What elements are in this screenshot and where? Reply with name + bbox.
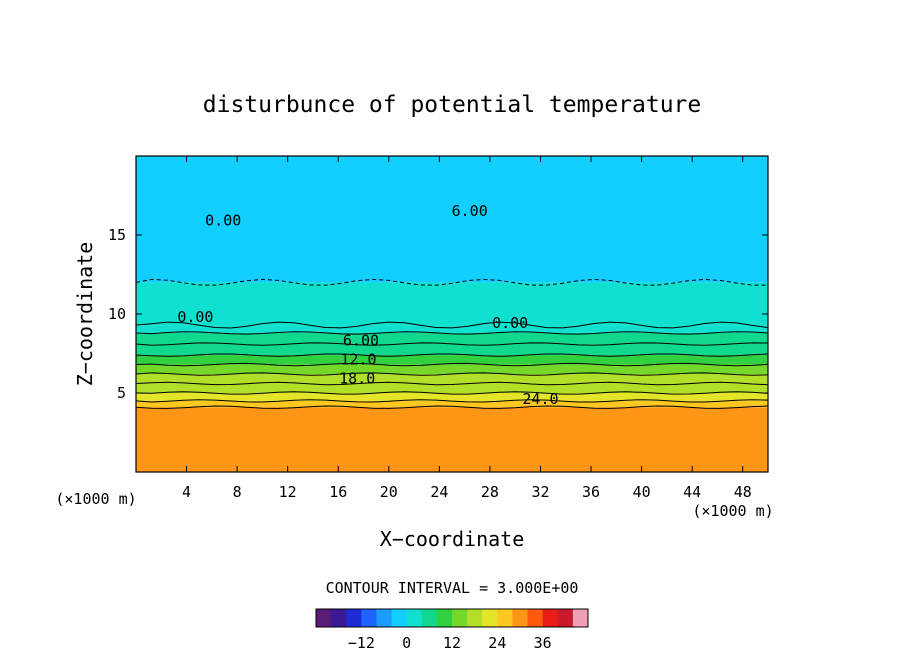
contour-label-4: 6.00 bbox=[343, 332, 379, 350]
colorbar-swatch-4 bbox=[376, 609, 393, 627]
layer-1 bbox=[136, 400, 768, 408]
x-tick-label-0: 4 bbox=[182, 483, 191, 501]
colorbar-swatch-5 bbox=[391, 609, 408, 627]
colorbar-swatch-12 bbox=[497, 609, 513, 627]
colorbar-swatch-10 bbox=[467, 609, 483, 627]
y-tick-label-2: 15 bbox=[108, 226, 126, 244]
contour-label-0: 0.00 bbox=[205, 212, 241, 230]
x-tick-label-3: 16 bbox=[329, 483, 347, 501]
colorbar bbox=[315, 608, 589, 628]
x-axis: 4 8 12 16 20 24 28 32 36 40 44 48 bbox=[182, 156, 752, 501]
contour-line-8 bbox=[136, 331, 768, 335]
colorbar-frame bbox=[315, 608, 589, 628]
colorbar-tick-label-2: 12 bbox=[443, 634, 461, 652]
contour-line-10 bbox=[136, 278, 768, 286]
x-tick-label-2: 12 bbox=[279, 483, 297, 501]
x-tick-label-9: 40 bbox=[633, 483, 651, 501]
x-axis-label: X−coordinate bbox=[380, 527, 525, 551]
colorbar-tick-label-1: 0 bbox=[402, 634, 411, 652]
x-tick-label-8: 36 bbox=[582, 483, 600, 501]
layer-7 bbox=[136, 344, 768, 356]
contour-label-3: 0.00 bbox=[492, 314, 528, 332]
x-unit-right: (×1000 m) bbox=[692, 502, 773, 520]
colorbar-swatch-14 bbox=[527, 609, 544, 627]
x-tick-label-10: 44 bbox=[683, 483, 701, 501]
layer-3 bbox=[136, 383, 768, 393]
layer-11 bbox=[136, 156, 768, 283]
contour-lines bbox=[136, 278, 768, 409]
plot-area bbox=[136, 156, 768, 472]
x-unit-left: (×1000 m) bbox=[55, 490, 136, 508]
layer-0 bbox=[136, 407, 768, 472]
colorbar-swatch-3 bbox=[361, 609, 377, 627]
x-tick-label-11: 48 bbox=[734, 483, 752, 501]
layer-2 bbox=[136, 393, 768, 401]
contour-line-5 bbox=[136, 362, 768, 367]
contour-line-9 bbox=[136, 321, 768, 329]
layer-6 bbox=[136, 355, 768, 365]
contour-line-7 bbox=[136, 342, 768, 346]
colorbar-swatch-0 bbox=[316, 609, 332, 627]
colorbar-tick-label-4: 36 bbox=[534, 634, 552, 652]
contour-label-5: 12.0 bbox=[340, 351, 376, 369]
layer-10 bbox=[136, 282, 768, 326]
colorbar-swatch-9 bbox=[452, 609, 468, 627]
layer-4 bbox=[136, 374, 768, 384]
contour-line-0 bbox=[136, 405, 768, 409]
x-tick-label-7: 32 bbox=[531, 483, 549, 501]
colorbar-swatch-6 bbox=[406, 609, 423, 627]
colorbar-ticks: −12 0 12 24 36 bbox=[348, 634, 552, 652]
y-tick-label-0: 5 bbox=[117, 384, 126, 402]
contour-label-1: 6.00 bbox=[452, 202, 488, 220]
colorbar-swatch-15 bbox=[542, 609, 559, 627]
y-axis: 5 10 15 bbox=[108, 226, 768, 402]
colorbar-swatch-1 bbox=[331, 609, 347, 627]
contour-label-6: 18.0 bbox=[339, 370, 375, 388]
x-tick-label-1: 8 bbox=[233, 483, 242, 501]
colorbar-swatch-2 bbox=[346, 609, 362, 627]
contour-line-3 bbox=[136, 381, 768, 386]
contour-line-1 bbox=[136, 399, 768, 403]
colorbar-swatch-17 bbox=[572, 609, 589, 627]
y-axis-label: Z−coordinate bbox=[73, 242, 97, 387]
contour-label-2: 0.00 bbox=[177, 308, 213, 326]
x-tick-label-5: 24 bbox=[430, 483, 448, 501]
contour-line-6 bbox=[136, 353, 768, 357]
colorbar-tick-label-0: −12 bbox=[348, 634, 375, 652]
chart-title: disturbunce of potential temperature bbox=[203, 92, 702, 118]
colorbar-swatch-11 bbox=[482, 609, 498, 627]
colorbar-swatch-7 bbox=[421, 609, 438, 627]
layer-8 bbox=[136, 332, 768, 345]
layer-9 bbox=[136, 325, 768, 333]
contour-interval: CONTOUR INTERVAL = 3.000E+00 bbox=[326, 579, 579, 597]
colorbar-swatch-8 bbox=[436, 609, 453, 627]
colorbar-swatch-13 bbox=[512, 609, 529, 627]
layer-5 bbox=[136, 364, 768, 375]
contour-line-4 bbox=[136, 372, 768, 376]
contour-line-2 bbox=[136, 391, 768, 395]
x-tick-label-4: 20 bbox=[380, 483, 398, 501]
contour-label-7: 24.0 bbox=[522, 390, 558, 408]
colorbar-tick-label-3: 24 bbox=[488, 634, 506, 652]
x-tick-label-6: 28 bbox=[481, 483, 499, 501]
y-tick-label-1: 10 bbox=[108, 305, 126, 323]
colorbar-swatch-16 bbox=[557, 609, 574, 627]
